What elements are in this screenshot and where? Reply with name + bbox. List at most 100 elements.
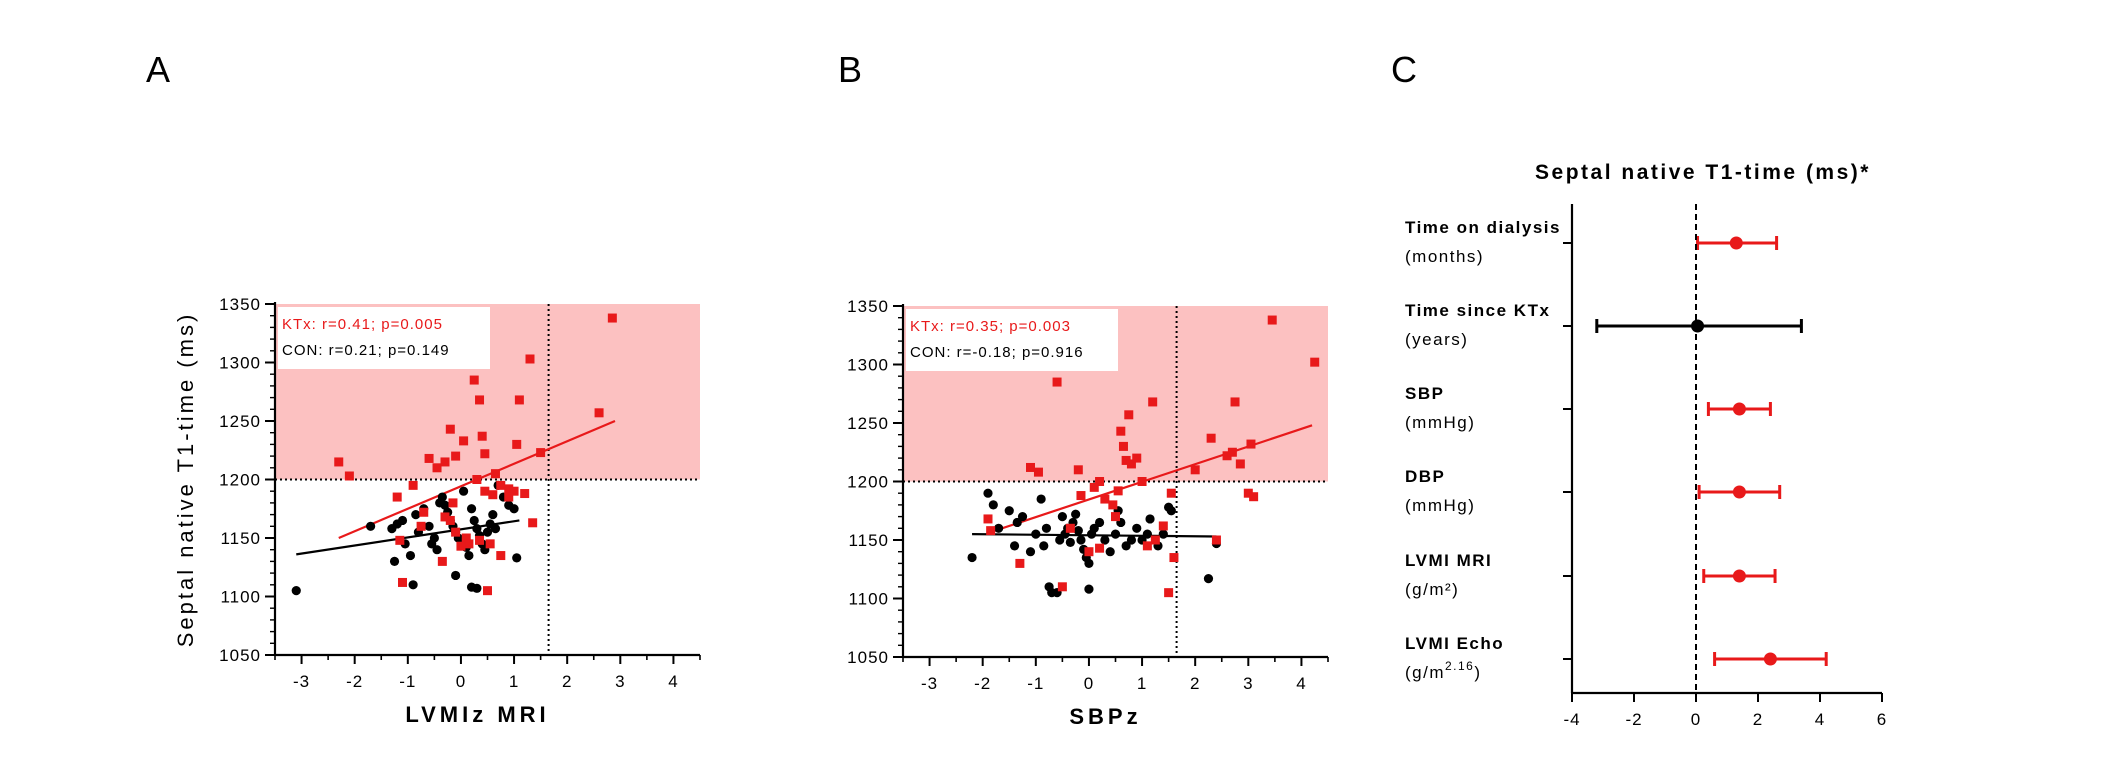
point-ktx-b [1132,453,1142,463]
point-ktx-a [461,533,471,543]
y-tick-label-a: 1150 [220,529,261,548]
point-ktx-b [1095,477,1105,486]
point-ktx-b [1124,410,1134,420]
forest-estimate-point [1729,236,1743,250]
point-ktx-a [445,515,455,525]
x-axis-title-a: LVMIz MRI [405,702,549,727]
x-tick-label-a: 2 [562,672,572,691]
point-ktx-a [464,539,474,549]
y-tick-label-b: 1150 [848,531,889,550]
x-tick-label-a: 3 [615,672,625,691]
point-ktx-b [1243,488,1253,498]
point-ktx-b [1126,459,1136,469]
x-tick-label-b: -3 [921,674,938,693]
point-ktx-a [607,313,617,323]
point-con-a [469,515,479,526]
point-con-b [1057,511,1067,522]
forest-row-label: Time on dialysis [1405,218,1561,237]
point-ktx-b [1111,512,1120,522]
point-ktx-b [1116,426,1126,436]
point-ktx-b [983,514,993,524]
point-ktx-a [504,492,514,502]
point-ktx-a [536,448,546,458]
point-ktx-a [395,535,405,545]
point-con-b [1166,506,1176,516]
point-ktx-a [445,424,455,434]
point-con-a [437,492,447,502]
point-con-b [1071,509,1081,519]
point-con-b [983,488,993,498]
y-tick-label-b: 1100 [848,590,889,609]
forest-estimate-point [1691,319,1705,333]
forest-row-label: DBP [1405,467,1445,486]
point-ktx-a [334,457,344,467]
point-ktx-b [1267,315,1277,325]
point-con-b [1017,511,1028,522]
point-ktx-b [1246,439,1256,449]
x-tick-label-a: 4 [668,672,678,691]
point-con-b [1100,535,1110,545]
point-con-a [490,524,501,534]
point-con-b [1031,529,1041,539]
forest-row-unit: (years) [1405,330,1468,349]
point-con-a [466,504,477,514]
point-ktx-a [398,577,407,587]
point-ktx-b [1076,491,1086,501]
panel-letter-a: A [146,49,170,90]
x-tick-label-b: 1 [1137,674,1147,693]
point-ktx-a [496,551,506,561]
point-con-a [440,500,450,510]
point-con-a [432,545,442,555]
y-axis-title-a: Septal native T1-time (ms) [173,312,198,648]
point-con-b [1009,541,1020,551]
legend-ktx-b: KTx: r=0.35; p=0.003 [910,318,1071,335]
point-con-a [512,553,522,563]
forest-row-unit: (g/m2.16) [1405,659,1482,682]
point-ktx-b [1206,433,1216,443]
point-con-a [405,550,416,561]
forest-x-tick-label: 2 [1753,710,1763,729]
point-ktx-b [1015,558,1025,568]
x-tick-label-b: -1 [1027,674,1044,693]
point-con-a [408,580,418,590]
point-con-b [1012,517,1022,528]
y-tick-label-b: 1250 [847,414,889,433]
point-ktx-b [1211,535,1221,545]
point-con-b [1142,529,1152,539]
point-ktx-a [480,449,490,459]
point-ktx-a [485,539,495,549]
point-ktx-b [1166,488,1176,498]
point-ktx-a [440,512,450,522]
point-ktx-b [1190,465,1200,475]
forest-x-tick-label: 0 [1691,710,1701,729]
point-con-b [1084,558,1094,569]
point-ktx-b [1033,467,1043,477]
point-ktx-a [480,486,490,496]
point-con-a [366,521,376,531]
point-ktx-a [483,586,492,596]
panel-letter-b: B [838,49,862,90]
point-ktx-a [512,439,522,449]
point-ktx-a [419,507,429,517]
fit-line-ktx-b [987,424,1313,535]
point-ktx-a [520,489,530,499]
point-con-b [988,500,998,510]
y-tick-label-a: 1350 [219,295,261,314]
point-con-a [509,504,519,514]
point-ktx-a [408,480,418,490]
forest-row-unit: (months) [1405,247,1484,266]
fit-line-con-a [296,519,520,556]
point-con-b [1076,535,1086,545]
forest-x-tick-label: 4 [1815,710,1825,729]
point-ktx-a [490,469,500,479]
point-ktx-b [1052,377,1062,387]
point-ktx-a [477,431,487,441]
point-ktx-a [509,486,519,496]
point-ktx-b [1100,494,1110,504]
y-tick-label-a: 1300 [219,354,261,373]
point-con-a [482,527,493,537]
point-ktx-a [432,463,442,473]
point-con-b [1084,584,1094,594]
x-tick-label-a: -2 [346,672,363,691]
